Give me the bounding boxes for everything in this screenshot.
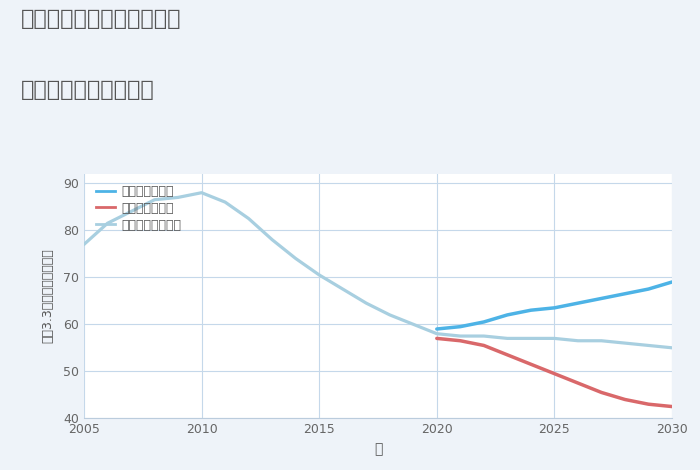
- Legend: グッドシナリオ, バッドシナリオ, ノーマルシナリオ: グッドシナリオ, バッドシナリオ, ノーマルシナリオ: [96, 185, 181, 232]
- Y-axis label: 平（3.3㎡）単価（万円）: 平（3.3㎡）単価（万円）: [42, 249, 55, 344]
- X-axis label: 年: 年: [374, 442, 382, 456]
- Text: 三重県桑名市多度町古野の: 三重県桑名市多度町古野の: [21, 9, 181, 30]
- Text: 中古戸建ての価格推移: 中古戸建ての価格推移: [21, 80, 155, 100]
